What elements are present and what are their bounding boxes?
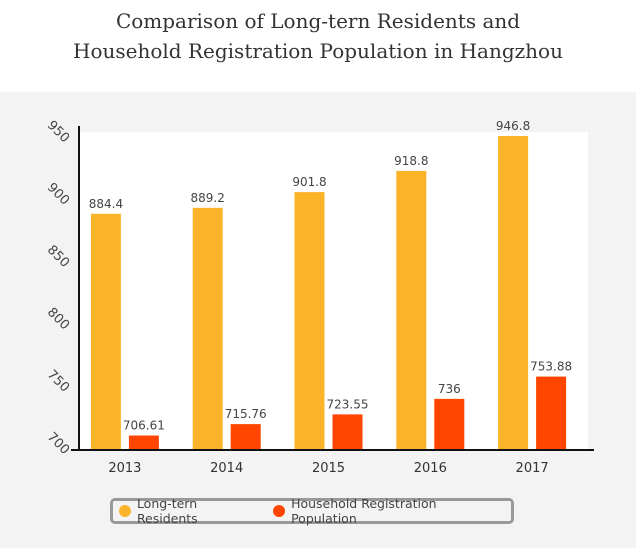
- bar-value-label: 889.2: [191, 191, 225, 205]
- x-tick-label: 2015: [312, 461, 345, 476]
- x-tick-label: 2016: [414, 461, 447, 476]
- legend: Long-tern Residents Household Registrati…: [110, 496, 514, 526]
- bar-value-label: 753.88: [530, 360, 572, 374]
- legend-marker-household-registration: [273, 505, 286, 517]
- bar-value-label: 723.55: [327, 397, 369, 411]
- legend-marker-long-term-residents: [119, 505, 131, 517]
- bar-value-label: 706.61: [123, 419, 165, 433]
- x-axis-ticks: 2013 2014 2015 2016 2017: [108, 461, 548, 476]
- bar-household-registration-2016[interactable]: [434, 398, 465, 450]
- chart-title-line-2: Household Registration Population in Han…: [73, 39, 563, 63]
- bar-value-label: 736: [438, 382, 461, 396]
- legend-item-long-term-residents[interactable]: Long-tern Residents: [119, 496, 261, 526]
- y-tick-label: 700: [44, 430, 72, 458]
- bar-long-term-residents-2013[interactable]: [90, 213, 121, 450]
- bar-value-label: 918.8: [394, 154, 428, 168]
- y-tick-label: 950: [44, 118, 72, 146]
- x-tick-label: 2013: [108, 461, 141, 476]
- chart-title-line-1: Comparison of Long-tern Residents and: [115, 9, 521, 33]
- bar-long-term-residents-2017[interactable]: [498, 135, 529, 450]
- y-tick-label: 850: [44, 243, 72, 271]
- bar-household-registration-2014[interactable]: [230, 424, 261, 450]
- x-tick-label: 2014: [210, 461, 243, 476]
- bar-value-labels: 884.4 706.61 889.2 715.76 901.8 723.55 918.8 73…: [89, 119, 572, 433]
- y-tick-label: 800: [44, 305, 72, 333]
- legend-label-household-registration: Household Registration Population: [291, 496, 437, 526]
- bar-value-label: 884.4: [89, 197, 123, 211]
- bar-household-registration-2017[interactable]: [536, 376, 567, 450]
- bars: [90, 135, 567, 451]
- y-tick-label: 750: [44, 367, 72, 395]
- legend-item-household-registration[interactable]: Household Registration Population: [273, 496, 505, 526]
- legend-label-long-term-residents: Long-tern Residents: [136, 496, 198, 526]
- bar-long-term-residents-2014[interactable]: [192, 207, 223, 450]
- bar-long-term-residents-2016[interactable]: [396, 170, 427, 450]
- bar-value-label: 901.8: [292, 175, 326, 189]
- chart-title: Comparison of Long-tern Residents and Ho…: [0, 6, 636, 66]
- bar-household-registration-2015[interactable]: [332, 414, 363, 450]
- x-tick-label: 2017: [516, 461, 549, 476]
- bar-household-registration-2013[interactable]: [128, 435, 159, 450]
- y-axis-ticks: 700 750 800 850 900 950: [44, 118, 72, 458]
- bar-value-label: 946.8: [496, 119, 530, 133]
- bar-value-label: 715.76: [225, 407, 267, 421]
- bar-long-term-residents-2015[interactable]: [294, 192, 325, 451]
- y-tick-label: 900: [44, 180, 72, 208]
